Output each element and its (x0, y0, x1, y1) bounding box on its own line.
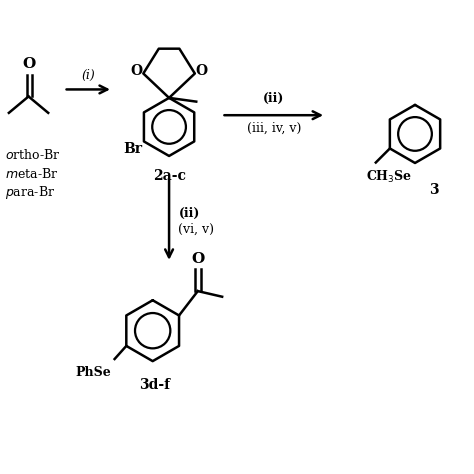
Text: $o$rtho-Br: $o$rtho-Br (5, 148, 61, 162)
Text: (ii): (ii) (178, 207, 200, 219)
Text: 3: 3 (429, 183, 439, 197)
Text: 2a-c: 2a-c (153, 169, 186, 183)
Text: 3d-f: 3d-f (139, 377, 171, 392)
Text: CH$_3$Se: CH$_3$Se (366, 169, 412, 185)
Text: (iii, iv, v): (iii, iv, v) (246, 122, 301, 135)
Text: PhSe: PhSe (75, 365, 111, 379)
Text: Br: Br (123, 142, 142, 156)
Text: $p$ara-Br: $p$ara-Br (5, 184, 55, 201)
Text: (i): (i) (81, 68, 95, 82)
Text: (vi, v): (vi, v) (178, 223, 214, 236)
Text: O: O (22, 57, 35, 71)
Text: (ii): (ii) (263, 92, 284, 105)
Text: O: O (130, 64, 142, 78)
Text: O: O (191, 252, 205, 266)
Text: $m$eta-Br: $m$eta-Br (5, 167, 58, 181)
Text: O: O (196, 64, 208, 78)
